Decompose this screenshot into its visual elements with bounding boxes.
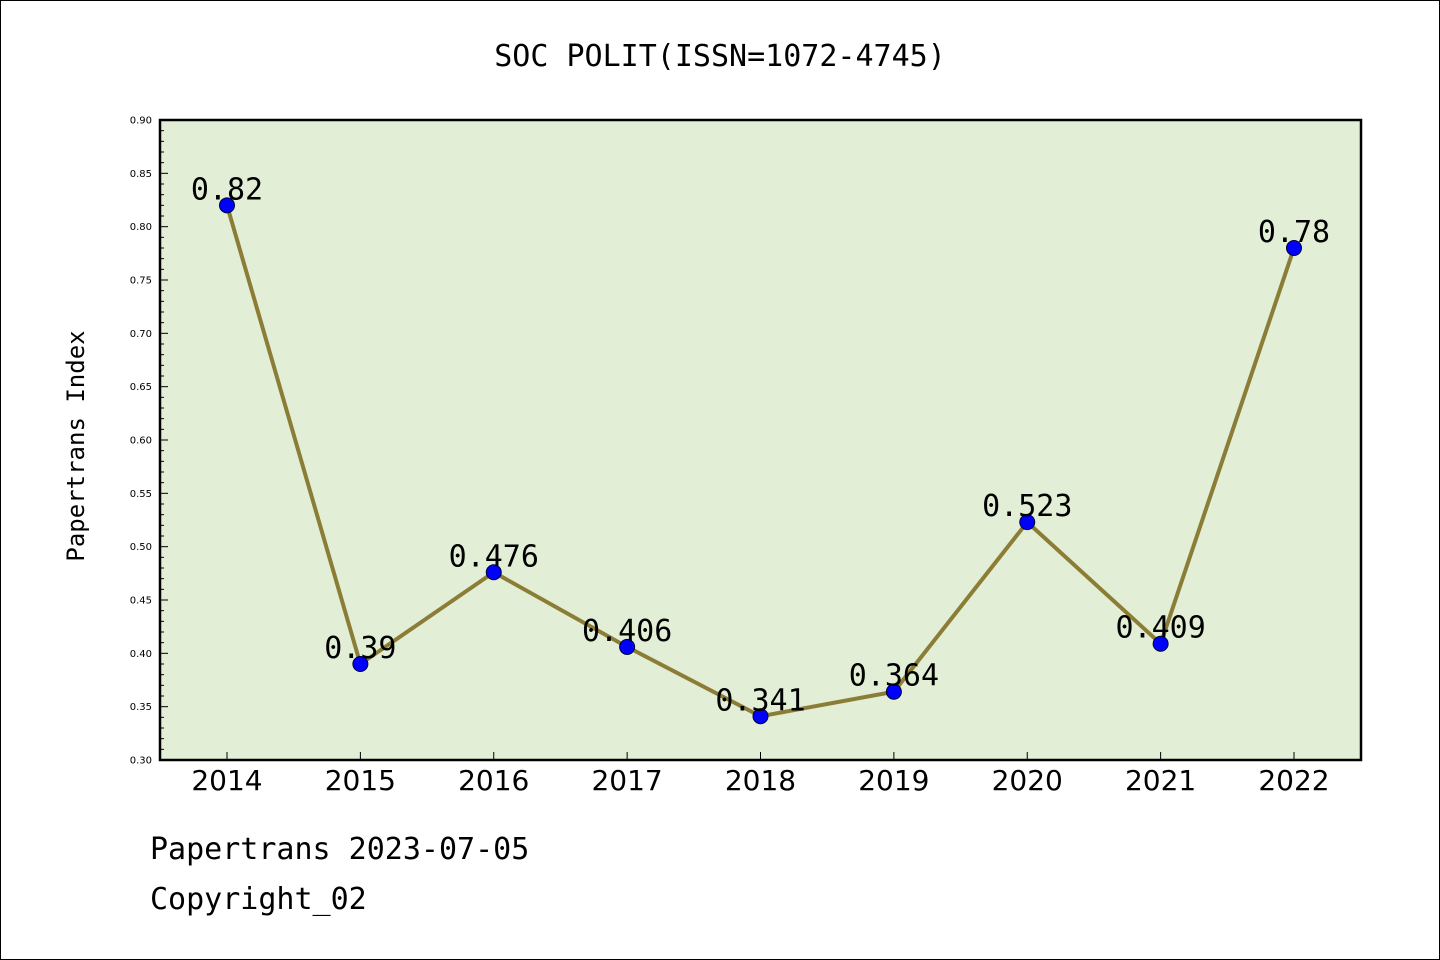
x-tick-label: 2022 — [1258, 764, 1329, 797]
data-point — [885, 683, 902, 700]
y-tick-label: 0.70 — [130, 329, 152, 340]
y-tick-label: 0.45 — [130, 596, 152, 607]
plot-area — [160, 120, 1361, 760]
data-point — [1152, 635, 1169, 652]
x-tick-label: 2015 — [325, 764, 396, 797]
data-point — [752, 708, 769, 725]
y-tick-label: 0.85 — [130, 169, 152, 180]
y-tick-label: 0.30 — [130, 756, 152, 767]
data-label: 0.409 — [1115, 611, 1205, 646]
y-tick-label: 0.80 — [130, 222, 152, 233]
data-point — [352, 656, 369, 672]
y-axis-label: Papertrans Index — [62, 330, 90, 561]
y-tick-label: 0.55 — [130, 489, 152, 500]
data-label: 0.364 — [849, 659, 939, 694]
x-tick-label: 2018 — [725, 764, 796, 797]
data-point — [1019, 514, 1036, 531]
data-label: 0.341 — [715, 683, 805, 718]
y-tick-label: 0.90 — [130, 116, 152, 127]
y-tick-label: 0.35 — [130, 702, 152, 713]
data-point — [219, 197, 235, 214]
x-tick-label: 2017 — [591, 764, 662, 797]
data-label: 0.476 — [449, 539, 539, 574]
y-axis-ticks: 0.30 0.35 0.40 0.45 0.50 0.55 0.60 0.65 0.70 0.75… — [130, 116, 168, 767]
x-tick-label: 2020 — [992, 764, 1063, 797]
data-label: 0.523 — [982, 489, 1072, 524]
footer-date: Papertrans 2023-07-05 — [150, 832, 530, 867]
x-tick-label: 2016 — [458, 764, 529, 797]
chart-title: SOC POLIT(ISSN=1072-4745) — [494, 39, 946, 74]
data-point — [485, 564, 502, 581]
x-axis-ticks: 2014 2015 2016 2017 2018 2019 2020 2021 2022 — [191, 752, 1330, 797]
x-tick-label: 2019 — [858, 764, 929, 797]
plot-border — [158, 118, 1363, 762]
data-label: 0.406 — [582, 614, 672, 649]
data-label: 0.78 — [1258, 215, 1330, 250]
y-tick-label: 0.65 — [130, 382, 152, 393]
data-label: 0.82 — [191, 172, 263, 207]
y-tick-label: 0.40 — [130, 649, 152, 660]
y-tick-label: 0.60 — [130, 436, 152, 447]
x-tick-label: 2014 — [191, 764, 262, 797]
data-point — [619, 638, 636, 655]
x-tick-label: 2021 — [1125, 764, 1196, 797]
data-label: 0.39 — [324, 631, 396, 666]
y-tick-label: 0.50 — [130, 542, 152, 553]
data-point — [1286, 240, 1302, 256]
data-markers — [219, 197, 1302, 725]
y-tick-label: 0.75 — [130, 276, 152, 287]
data-labels: 0.82 0.39 0.476 0.406 0.341 0.364 0.523 0.409 0.… — [191, 172, 1330, 718]
footer-copyright: Copyright_02 — [150, 882, 367, 917]
